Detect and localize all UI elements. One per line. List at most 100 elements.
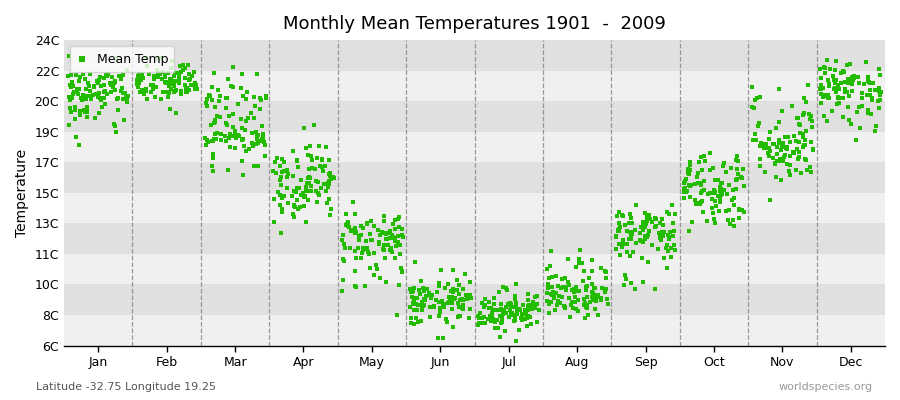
Mean Temp — [772, 137, 787, 143]
Mean Temp — [184, 82, 198, 88]
Mean Temp — [184, 73, 199, 79]
Mean Temp — [706, 210, 720, 216]
Mean Temp — [783, 171, 797, 178]
Mean Temp — [99, 91, 113, 97]
Mean Temp — [91, 80, 105, 86]
Mean Temp — [104, 88, 119, 95]
Mean Temp — [745, 104, 760, 110]
Mean Temp — [112, 95, 126, 102]
Mean Temp — [258, 142, 273, 148]
Mean Temp — [496, 310, 510, 317]
Mean Temp — [201, 138, 215, 145]
Mean Temp — [682, 182, 697, 188]
Mean Temp — [512, 326, 526, 333]
Mean Temp — [462, 314, 476, 321]
Mean Temp — [228, 128, 242, 134]
Mean Temp — [837, 69, 851, 75]
Mean Temp — [703, 150, 717, 156]
Mean Temp — [757, 140, 771, 147]
Mean Temp — [774, 158, 788, 164]
Mean Temp — [131, 72, 146, 78]
Mean Temp — [339, 221, 354, 227]
Mean Temp — [346, 199, 360, 205]
Mean Temp — [504, 300, 518, 307]
Mean Temp — [529, 318, 544, 325]
Mean Temp — [107, 120, 122, 127]
Mean Temp — [729, 177, 743, 183]
Mean Temp — [845, 76, 859, 82]
Mean Temp — [634, 255, 649, 262]
Mean Temp — [585, 267, 599, 274]
Mean Temp — [163, 80, 177, 86]
Mean Temp — [684, 182, 698, 189]
Mean Temp — [799, 157, 814, 163]
Mean Temp — [490, 306, 504, 313]
Mean Temp — [236, 92, 250, 99]
Mean Temp — [508, 317, 523, 324]
Mean Temp — [845, 88, 859, 95]
Mean Temp — [182, 71, 196, 78]
Mean Temp — [524, 320, 538, 327]
Mean Temp — [425, 292, 439, 298]
Mean Temp — [255, 136, 269, 142]
Mean Temp — [571, 308, 585, 315]
Mean Temp — [82, 83, 96, 89]
Mean Temp — [79, 107, 94, 113]
Mean Temp — [713, 193, 727, 200]
Mean Temp — [205, 138, 220, 144]
Mean Temp — [86, 83, 101, 89]
Mean Temp — [410, 302, 425, 308]
Mean Temp — [187, 80, 202, 86]
Mean Temp — [181, 77, 195, 84]
Mean Temp — [79, 103, 94, 110]
Mean Temp — [147, 72, 161, 79]
Mean Temp — [168, 88, 183, 94]
Mean Temp — [869, 122, 884, 129]
Mean Temp — [142, 71, 157, 77]
Mean Temp — [317, 181, 331, 188]
Mean Temp — [800, 82, 814, 88]
Mean Temp — [418, 288, 432, 294]
Mean Temp — [695, 188, 709, 194]
Mean Temp — [595, 284, 609, 291]
Mean Temp — [778, 134, 792, 140]
Mean Temp — [432, 313, 446, 320]
Mean Temp — [293, 204, 308, 210]
Mean Temp — [354, 223, 368, 229]
Mean Temp — [443, 295, 457, 301]
Mean Temp — [609, 234, 624, 240]
Mean Temp — [616, 212, 630, 219]
Mean Temp — [817, 69, 832, 76]
Mean Temp — [287, 203, 302, 209]
Mean Temp — [694, 199, 708, 206]
Mean Temp — [836, 68, 850, 74]
Mean Temp — [713, 185, 727, 191]
Mean Temp — [202, 93, 217, 99]
Mean Temp — [816, 85, 831, 91]
Mean Temp — [478, 319, 492, 326]
Mean Temp — [682, 194, 697, 200]
Mean Temp — [239, 88, 254, 95]
Mean Temp — [520, 323, 535, 329]
Mean Temp — [110, 56, 124, 62]
Mean Temp — [172, 74, 186, 80]
Mean Temp — [588, 306, 602, 312]
Mean Temp — [369, 262, 383, 268]
Mean Temp — [873, 72, 887, 78]
Mean Temp — [112, 73, 126, 79]
Mean Temp — [428, 296, 443, 303]
Mean Temp — [443, 296, 457, 302]
Mean Temp — [326, 174, 340, 180]
Mean Temp — [834, 69, 849, 76]
Mean Temp — [477, 303, 491, 310]
Mean Temp — [594, 295, 608, 302]
Mean Temp — [508, 300, 523, 306]
Mean Temp — [355, 250, 369, 256]
Mean Temp — [616, 240, 630, 246]
Mean Temp — [491, 325, 505, 331]
Mean Temp — [208, 117, 222, 123]
Mean Temp — [392, 224, 407, 230]
Mean Temp — [546, 293, 561, 300]
Mean Temp — [482, 313, 497, 319]
Mean Temp — [745, 84, 760, 90]
